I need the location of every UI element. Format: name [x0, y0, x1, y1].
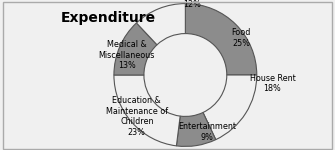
Text: Education &
Maintenance of
Children
23%: Education & Maintenance of Children 23%	[106, 96, 168, 136]
Wedge shape	[185, 4, 257, 75]
Wedge shape	[114, 23, 157, 75]
Text: Food
25%: Food 25%	[231, 28, 251, 48]
Text: Entertainment
9%: Entertainment 9%	[178, 122, 236, 142]
Text: House Rent
18%: House Rent 18%	[250, 74, 295, 93]
Wedge shape	[136, 4, 185, 45]
Text: Expenditure: Expenditure	[60, 11, 155, 25]
Wedge shape	[177, 112, 216, 146]
Wedge shape	[203, 75, 257, 140]
Text: Statutory Deductions
towards PF
12%: Statutory Deductions towards PF 12%	[150, 0, 235, 9]
Text: Medical &
Miscellaneous
13%: Medical & Miscellaneous 13%	[98, 40, 155, 70]
Wedge shape	[114, 75, 180, 146]
